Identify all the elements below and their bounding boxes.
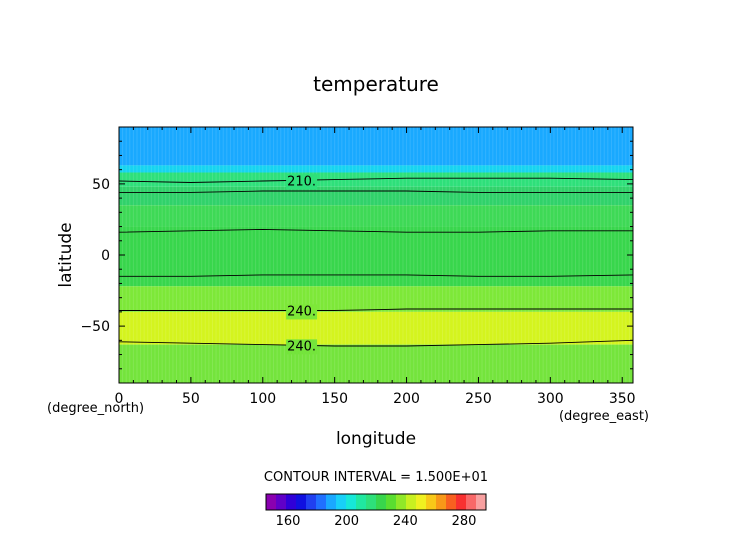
- contour-line-2: [119, 228, 633, 233]
- colorbar-swatch: [326, 494, 337, 510]
- x-tick-label: 150: [321, 391, 348, 407]
- axis-ticks: 0 50 100 150 200 250 300 350 50 0 −50: [80, 127, 636, 407]
- contour-label-bg-0: [286, 174, 318, 190]
- colorbar-swatch: [446, 494, 457, 510]
- heatmap-band-7: [119, 311, 633, 345]
- colorbar: 160 200 240 280: [265, 493, 487, 529]
- colorbar-swatch: [286, 494, 297, 510]
- contour-interval: CONTOUR INTERVAL = 1.500E+01: [264, 470, 488, 485]
- x-axis-label: longitude: [336, 429, 416, 449]
- contour-label-5: 240.: [287, 339, 316, 354]
- contour-label-0: 210.: [287, 174, 316, 189]
- heatmap-band-8: [119, 344, 633, 383]
- colorbar-swatch: [396, 494, 407, 510]
- colorbar-label: 160: [276, 514, 301, 529]
- contour-line-1: [119, 190, 633, 193]
- colorbar-swatch: [456, 494, 467, 510]
- x-tick-label: 250: [465, 391, 492, 407]
- heatmap-band-2: [119, 172, 633, 187]
- chart-title: temperature: [313, 72, 439, 96]
- heatmap-bands: [119, 127, 633, 383]
- contour-labels: 210. 240. 240.: [286, 174, 318, 355]
- x-tick-label: 300: [537, 391, 564, 407]
- contour-line-0: [119, 177, 633, 183]
- y-tick-label: 50: [92, 177, 110, 193]
- contour-label-bg-5: [286, 339, 318, 355]
- heatmap-band-3: [119, 186, 633, 206]
- heatmap-band-0: [119, 127, 633, 166]
- colorbar-label: 240: [393, 514, 418, 529]
- y-tick-label: −50: [80, 319, 110, 335]
- colorbar-swatch: [266, 494, 277, 510]
- colorbar-label: 280: [452, 514, 477, 529]
- colorbar-swatch: [276, 494, 287, 510]
- colorbar-swatch: [346, 494, 357, 510]
- colorbar-swatch: [406, 494, 417, 510]
- contour-label-4: 240.: [287, 304, 316, 319]
- heatmap-band-1: [119, 165, 633, 173]
- x-tick-label: 200: [393, 391, 420, 407]
- colorbar-swatch: [436, 494, 447, 510]
- colorbar-swatch: [296, 494, 307, 510]
- colorbar-swatch: [466, 494, 477, 510]
- y-axis-label: latitude: [56, 222, 76, 287]
- heatmap-band-4: [119, 205, 633, 227]
- y-axis-unit: (degree_north): [47, 401, 144, 416]
- x-axis-unit: (degree_east): [559, 409, 649, 424]
- x-tick-label: 0: [115, 391, 124, 407]
- colorbar-swatch: [306, 494, 317, 510]
- contour-label-bg-4: [286, 304, 318, 320]
- contour-line-3: [119, 274, 633, 277]
- colorbar-swatch: [336, 494, 347, 510]
- colorbar-swatch: [476, 494, 487, 510]
- colorbar-swatch: [366, 494, 377, 510]
- y-tick-label: 0: [101, 248, 110, 264]
- contour-lines: [119, 177, 633, 347]
- heatmap-band-5: [119, 226, 633, 287]
- colorbar-swatch: [356, 494, 367, 510]
- colorbar-frame: [265, 493, 487, 511]
- colorbar-label: 200: [334, 514, 359, 529]
- contour-line-4: [119, 308, 633, 311]
- x-tick-label: 350: [609, 391, 636, 407]
- x-tick-label: 50: [182, 391, 200, 407]
- colorbar-swatch: [376, 494, 387, 510]
- x-tick-label: 100: [249, 391, 276, 407]
- colorbar-swatch: [316, 494, 327, 510]
- contour-line-5: [119, 339, 633, 347]
- colorbar-swatch: [386, 494, 397, 510]
- colorbar-swatch: [416, 494, 427, 510]
- colorbar-swatch: [426, 494, 437, 510]
- heatmap-band-6: [119, 286, 633, 312]
